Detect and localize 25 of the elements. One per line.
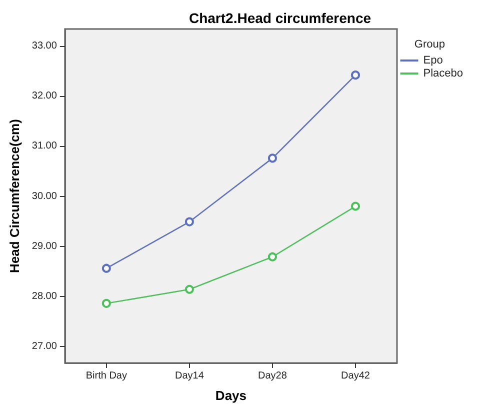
x-axis-title: Days [215, 388, 246, 403]
point [351, 202, 360, 211]
y-tick-label: 30.00 [32, 190, 58, 202]
point [351, 70, 360, 80]
x-tick-label: Birth Day [86, 370, 127, 382]
y-tick-label: 29.00 [32, 240, 58, 252]
point [268, 252, 277, 262]
chart-title: Chart2.Head circumference [188, 10, 372, 26]
legend-label: Epo [423, 54, 443, 66]
x-tick-label: Day28 [258, 370, 288, 382]
y-tick-label: 32.00 [32, 90, 58, 102]
x-tick-label: Day14 [175, 370, 204, 382]
point [268, 154, 277, 163]
point [102, 264, 111, 273]
point [102, 298, 111, 308]
legend-label: Placebo [423, 68, 464, 80]
y-tick-label: 28.00 [32, 290, 58, 302]
y-tick-label: 27.00 [32, 340, 58, 352]
point [184, 217, 194, 226]
point [184, 284, 194, 294]
y-axis-title: Head Circumference(cm) [7, 119, 22, 273]
x-tick-label: Day42 [341, 370, 370, 382]
y-tick-label: 33.00 [32, 40, 58, 52]
legend-title: Group [414, 38, 446, 50]
y-tick-label: 31.00 [32, 140, 58, 152]
